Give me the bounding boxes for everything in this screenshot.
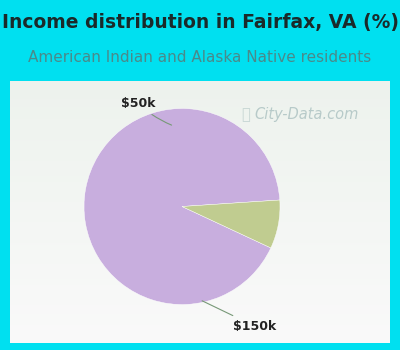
Wedge shape bbox=[84, 108, 280, 304]
Text: City-Data.com: City-Data.com bbox=[254, 107, 358, 122]
Text: American Indian and Alaska Native residents: American Indian and Alaska Native reside… bbox=[28, 50, 372, 65]
Text: ⧗: ⧗ bbox=[241, 107, 250, 122]
Text: $150k: $150k bbox=[202, 301, 276, 332]
Text: $50k: $50k bbox=[121, 97, 172, 125]
Wedge shape bbox=[182, 200, 280, 248]
Text: Income distribution in Fairfax, VA (%): Income distribution in Fairfax, VA (%) bbox=[2, 13, 398, 32]
